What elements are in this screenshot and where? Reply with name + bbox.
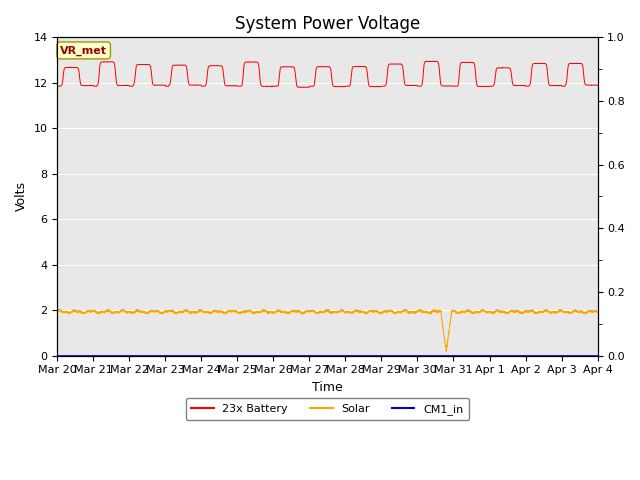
Solar (86, 308, 93, 314)
CM1_in (56, 353, 63, 359)
Solar (159, 309, 167, 315)
Solar (442, 349, 450, 355)
23x Battery (594, 83, 602, 88)
23x Battery (54, 84, 61, 89)
X-axis label: Time: Time (312, 381, 343, 394)
23x Battery (76, 76, 84, 82)
CM1_in (76, 353, 84, 359)
CM1_in (54, 353, 61, 359)
Solar (594, 309, 602, 314)
CM1_in (594, 353, 602, 359)
23x Battery (317, 64, 325, 70)
CM1_in (159, 353, 167, 359)
CM1_in (86, 353, 93, 359)
23x Battery (565, 61, 573, 67)
Solar (76, 309, 84, 314)
Line: Solar: Solar (58, 309, 598, 352)
Solar (338, 306, 346, 312)
Solar (317, 309, 325, 315)
Title: System Power Voltage: System Power Voltage (235, 15, 420, 33)
Text: VR_met: VR_met (60, 45, 107, 56)
23x Battery (86, 83, 93, 88)
Line: 23x Battery: 23x Battery (58, 61, 598, 87)
Solar (56, 308, 63, 313)
Solar (54, 309, 61, 314)
23x Battery (56, 84, 63, 89)
CM1_in (565, 353, 573, 359)
Y-axis label: Volts: Volts (15, 181, 28, 212)
23x Battery (296, 84, 304, 90)
Solar (565, 309, 573, 315)
23x Battery (159, 82, 167, 88)
23x Battery (428, 59, 436, 64)
Legend: 23x Battery, Solar, CM1_in: 23x Battery, Solar, CM1_in (186, 398, 469, 420)
CM1_in (317, 353, 325, 359)
